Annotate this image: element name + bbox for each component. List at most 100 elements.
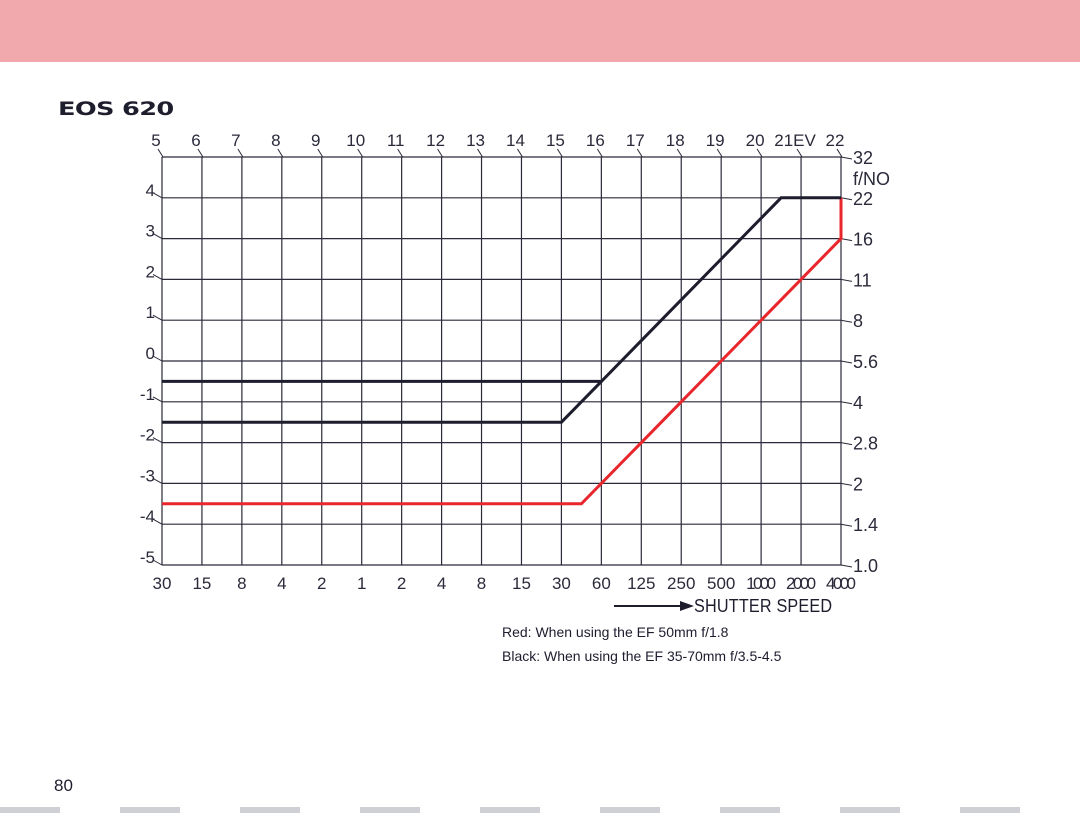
shutter-speed-tick-label: 8 (477, 574, 486, 593)
ev-tick-label: 8 (271, 131, 280, 150)
shutter-speed-tick-label: 1 (357, 574, 366, 593)
shutter-speed-tick-label: 500 (707, 574, 735, 593)
ev-tick-mark (477, 148, 483, 158)
ev-tick-mark (796, 148, 803, 158)
fno-tick-label: 8 (853, 311, 863, 331)
aperture-stop-tick-mark (152, 477, 163, 484)
ev-tick-mark (397, 148, 404, 158)
aperture-stop-tick-label: 1 (146, 303, 155, 322)
fno-tick-mark (840, 564, 853, 568)
brand-heading: EOS 620 (58, 98, 174, 120)
aperture-stop-tick-label: 2 (146, 262, 155, 281)
ev-tick-label: 21EV (774, 131, 816, 150)
aperture-stop-axis-labels: 4 3 2 1 0 -1 -2 -3 -4 -5 (140, 181, 163, 567)
fno-tick-mark (840, 523, 853, 527)
ev-tick-label: 17 (626, 131, 645, 150)
shutter-speed-tick-label: 15 (192, 574, 211, 593)
ev-tick-mark (317, 148, 324, 158)
aperture-stop-tick-mark (152, 233, 163, 240)
ev-tick-mark (756, 148, 763, 158)
aperture-stop-tick-label: 4 (146, 181, 155, 200)
page-number: 80 (54, 776, 73, 795)
shutter-speed-tick-label: 2 (317, 574, 326, 593)
shutter-speed-tick-label: 8 (237, 574, 246, 593)
aperture-stop-tick-label: -4 (140, 507, 155, 526)
shutter-speed-label: SHUTTER SPEED (694, 596, 833, 616)
arrow-right-icon (614, 601, 694, 611)
ev-tick-label: 14 (506, 131, 525, 150)
aperture-stop-tick-mark (152, 314, 163, 321)
shutter-speed-tick-label: 60 (592, 574, 611, 593)
legend-black-text: Black: When using the EF 35-70mm f/3.5-4… (502, 648, 782, 664)
fno-tick-label: 1.0 (853, 556, 878, 576)
aperture-stop-tick-label: 0 (146, 344, 155, 363)
ev-tick-mark (716, 148, 723, 158)
shutter-speed-tick-label: 30 (153, 574, 172, 593)
ev-tick-mark (596, 148, 603, 158)
series-red-line (162, 197, 843, 506)
shutter-speed-tick-label: 15 (512, 574, 531, 593)
ev-tick-mark (437, 148, 444, 158)
shutter-speed-tick-label: 2000 (786, 574, 816, 593)
ev-tick-label: 11 (387, 131, 405, 150)
fno-tick-mark (840, 319, 853, 323)
ev-tick-mark (636, 148, 643, 158)
ev-tick-label: 6 (191, 131, 200, 150)
ev-tick-label: 15 (546, 131, 565, 150)
fno-tick-mark (840, 360, 853, 364)
shutter-speed-tick-label: 4000 (826, 574, 856, 593)
fno-tick-label: 5.6 (853, 352, 878, 372)
ev-tick-mark (357, 148, 364, 158)
aperture-stop-tick-mark (152, 192, 163, 199)
aperture-stop-tick-mark (152, 518, 163, 525)
ev-tick-mark (237, 148, 244, 158)
ev-tick-label: 22 (826, 131, 845, 150)
series-black-line (162, 196, 841, 383)
ev-tick-label: 13 (466, 131, 485, 150)
shutter-speed-tick-label: 30 (552, 574, 571, 593)
fno-tick-label: 11 (853, 270, 872, 290)
aperture-stop-tick-mark (152, 559, 163, 566)
bottom-page-edge (0, 807, 1080, 813)
fno-tick-label: 22 (853, 189, 873, 209)
aperture-stop-tick-label: -3 (140, 466, 155, 485)
ev-tick-mark (676, 148, 683, 158)
fno-tick-mark (840, 482, 853, 486)
shutter-speed-tick-label: 125 (627, 574, 655, 593)
series-black-line (162, 380, 603, 424)
ev-axis-labels: 5 6 7 8 9 10 11 12 13 14 15 16 17 18 19 20 21EV 22 (151, 131, 845, 158)
fno-tick-mark (840, 401, 853, 405)
ev-tick-label: 7 (231, 131, 240, 150)
aperture-stop-tick-mark (152, 273, 163, 280)
ev-tick-label: 18 (666, 131, 685, 150)
ev-tick-label: 19 (706, 131, 725, 150)
aperture-stop-tick-mark (152, 355, 163, 362)
ev-tick-label: 16 (586, 131, 605, 150)
ev-tick-label: 12 (426, 131, 445, 150)
fno-axis-title: f/NO (853, 169, 890, 189)
shutter-speed-tick-label: 2 (397, 574, 406, 593)
ev-tick-mark (836, 148, 843, 158)
aperture-stop-tick-label: 3 (146, 222, 155, 241)
fno-tick-label: 2 (853, 474, 863, 494)
top-color-band (0, 0, 1080, 62)
fno-axis-labels: 32 22 16 11 8 5.6 4 2.8 2 1.4 1.0 f/NO (840, 148, 890, 576)
fno-tick-label: 4 (853, 393, 863, 413)
aperture-stop-tick-mark (152, 396, 163, 403)
shutter-speed-tick-label: 4 (277, 574, 286, 593)
ev-tick-label: 10 (346, 131, 365, 150)
fno-tick-label: 2.8 (853, 434, 878, 454)
fno-tick-mark (840, 278, 853, 282)
shutter-speed-tick-label: 4 (437, 574, 446, 593)
ev-tick-label: 5 (151, 131, 160, 150)
legend-red-text: Red: When using the EF 50mm f/1.8 (502, 624, 729, 640)
fno-tick-mark (840, 238, 853, 242)
fno-tick-label: 32 (853, 148, 873, 168)
ev-tick-mark (197, 148, 204, 158)
ev-tick-label: 20 (746, 131, 765, 150)
fno-tick-label: 1.4 (853, 515, 878, 535)
shutter-speed-tick-label: 1000 (746, 574, 776, 593)
ev-tick-mark (157, 148, 164, 158)
fno-tick-mark (840, 197, 853, 201)
